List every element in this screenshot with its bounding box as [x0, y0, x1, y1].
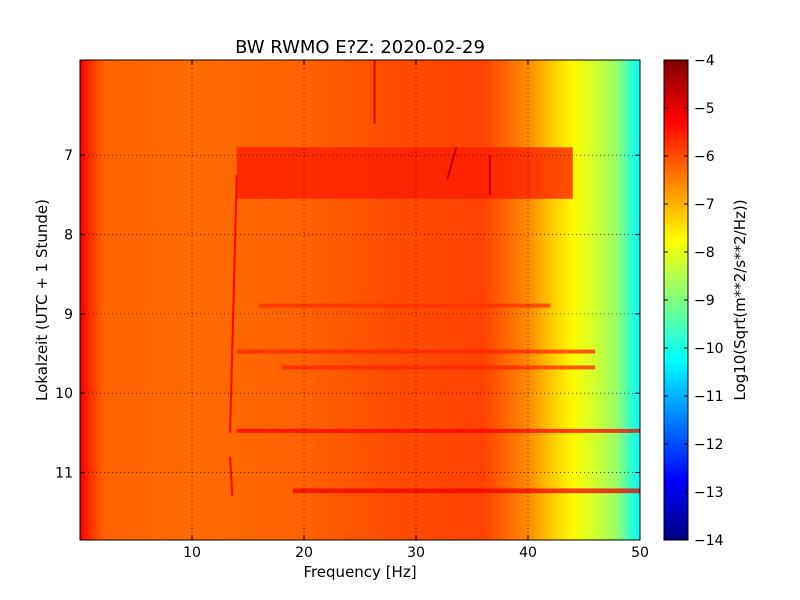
- x-axis-label: Frequency [Hz]: [303, 563, 416, 581]
- x-tick-label: 20: [295, 545, 313, 561]
- colorbar-tick-label: −4: [694, 53, 715, 69]
- y-tick-label: 11: [55, 466, 73, 482]
- spectrogram-features: [229, 60, 640, 497]
- colorbar-tick-label: −12: [694, 437, 724, 453]
- spectral-band: [292, 488, 640, 494]
- colorbar: −4 −5 −6 −7 −8 −9 −10 −11 −12 −13 −14 Log10(Sqrt(m…: [663, 53, 749, 549]
- spectral-band: [281, 365, 596, 370]
- spectral-band: [236, 428, 640, 433]
- colorbar-tick-label: −11: [694, 389, 724, 405]
- y-tick-label: 7: [64, 148, 73, 164]
- colorbar-tick-label: −13: [694, 485, 724, 501]
- spectral-line: [229, 175, 238, 433]
- spectral-band: [236, 349, 596, 354]
- chart-title: BW RWMO E?Z: 2020-02-29: [235, 37, 485, 58]
- x-tick-label: 10: [183, 545, 201, 561]
- spectral-line: [229, 456, 234, 497]
- y-tick-label: 9: [64, 307, 73, 323]
- y-tick-label: 8: [64, 228, 73, 244]
- colorbar-tick-label: −14: [694, 533, 724, 549]
- spectrogram-background: [80, 60, 640, 540]
- x-tick-label: 50: [631, 545, 649, 561]
- colorbar-tick-label: −6: [694, 149, 715, 165]
- y-tick-label: 10: [55, 386, 73, 402]
- y-axis-label: Lokalzeit (UTC + 1 Stunde): [33, 199, 51, 401]
- colorbar-tick-label: −9: [694, 293, 715, 309]
- colorbar-tick-label: −10: [694, 341, 724, 357]
- spectral-band: [236, 147, 573, 199]
- spectral-band: [259, 303, 551, 308]
- colorbar-ticks: −4 −5 −6 −7 −8 −9 −10 −11 −12 −13 −14: [664, 53, 724, 549]
- x-tick-label: 30: [407, 545, 425, 561]
- grid-lines: [80, 60, 640, 540]
- colorbar-tick-label: −5: [694, 101, 715, 117]
- y-axis-ticks: 7 8 9 10 11: [55, 148, 640, 482]
- x-tick-label: 40: [519, 545, 537, 561]
- x-axis-ticks: 10 20 30 40 50: [183, 60, 649, 561]
- spectral-line: [446, 147, 458, 180]
- colorbar-tick-label: −8: [694, 245, 715, 261]
- colorbar-tick-label: −7: [694, 197, 715, 213]
- plot-frame: [79, 59, 641, 541]
- colorbar-label: Log10(Sqrt(m**2/s**2/Hz)): [731, 199, 749, 400]
- plot-area: 10 20 30 40 50 7 8 9 10 11: [55, 59, 649, 561]
